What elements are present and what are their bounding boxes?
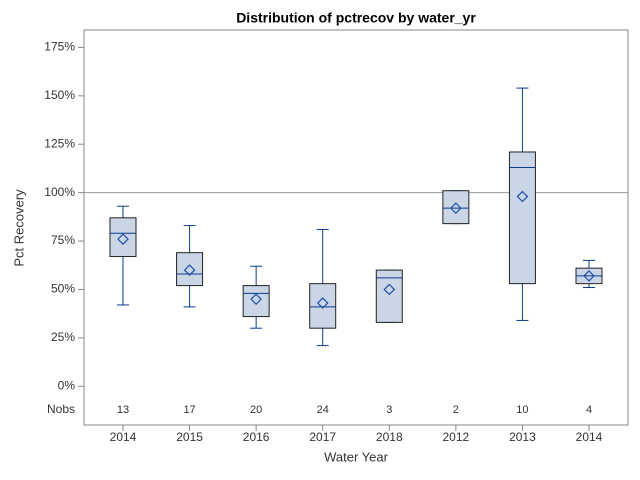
box	[176, 252, 204, 287]
mean-marker	[450, 202, 462, 214]
mean-marker	[250, 293, 262, 305]
mean-marker	[383, 283, 396, 296]
box	[508, 151, 536, 285]
nobs-value: 3	[386, 404, 392, 416]
x-tick-label: 2014	[576, 430, 603, 444]
nobs-value: 20	[250, 404, 262, 416]
x-tick-label: 2012	[443, 430, 470, 444]
chart-title: Distribution of pctrecov by water_yr	[236, 10, 476, 26]
nobs-value: 2	[453, 404, 459, 416]
x-tick-label: 2017	[309, 430, 336, 444]
y-tick-label: 125%	[44, 136, 75, 150]
x-tick-label: 2018	[376, 430, 403, 444]
mean-marker	[316, 297, 329, 309]
plot-frame	[83, 29, 629, 426]
y-tick-label: 175%	[44, 40, 75, 54]
nobs-label: Nobs	[47, 402, 75, 416]
x-tick-label: 2016	[243, 430, 270, 444]
nobs-value: 4	[586, 404, 592, 416]
box	[109, 217, 137, 258]
x-tick-label: 2014	[110, 430, 137, 444]
y-tick-label: 50%	[51, 282, 75, 296]
nobs-value: 17	[183, 404, 195, 416]
box	[242, 285, 270, 318]
y-tick-label: 150%	[44, 88, 75, 102]
y-tick-label: 25%	[51, 330, 75, 344]
mean-marker	[183, 264, 196, 276]
nobs-value: 10	[516, 404, 528, 416]
y-axis-label: Pct Recovery	[11, 189, 26, 267]
mean-marker	[117, 233, 129, 245]
x-tick-label: 2013	[509, 430, 536, 444]
box	[442, 190, 470, 225]
nobs-value: 13	[117, 404, 129, 416]
x-axis-label: Water Year	[324, 449, 389, 464]
mean-marker	[583, 270, 595, 282]
y-tick-label: 0%	[58, 378, 76, 392]
box	[309, 283, 337, 329]
y-tick-label: 100%	[44, 185, 75, 199]
y-tick-label: 75%	[51, 233, 75, 247]
mean-marker	[516, 190, 529, 203]
x-tick-label: 2015	[176, 430, 203, 444]
box	[375, 269, 403, 323]
nobs-value: 24	[317, 404, 329, 416]
